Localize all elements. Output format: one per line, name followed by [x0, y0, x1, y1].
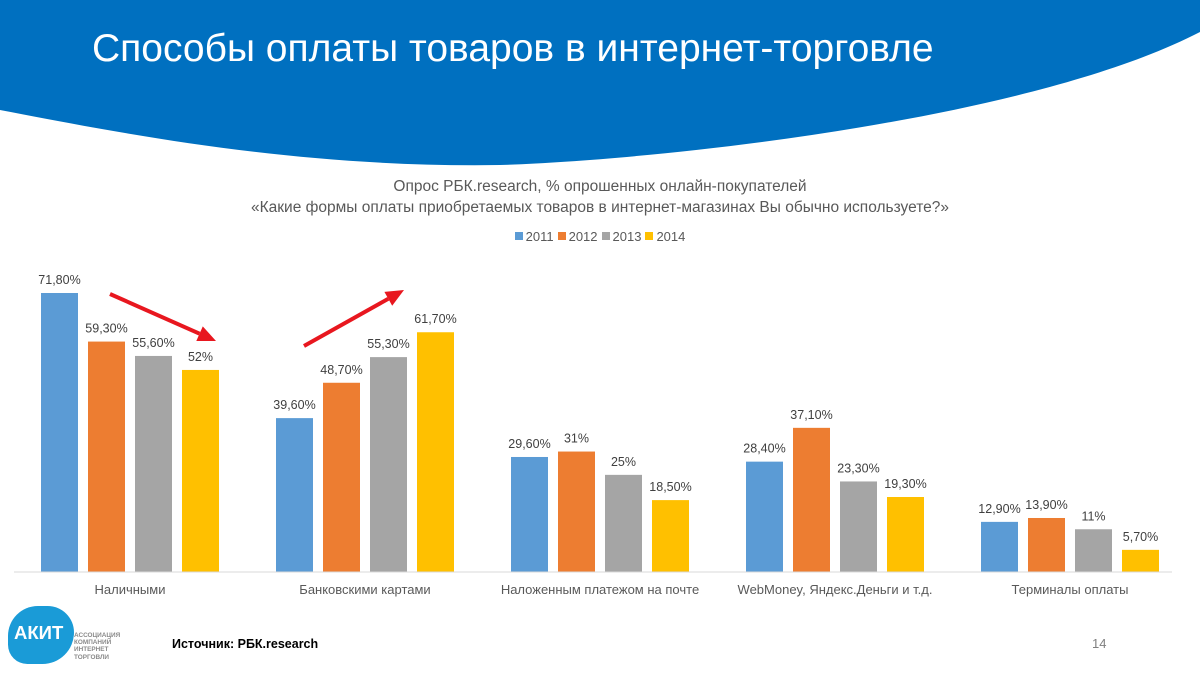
- data-label: 61,70%: [414, 312, 456, 326]
- bar: [652, 500, 689, 572]
- logo-caption-line: КОМПАНИЙ: [74, 639, 112, 647]
- bar: [417, 332, 454, 572]
- logo-mark: АКИТ: [14, 622, 64, 643]
- data-label: 28,40%: [743, 442, 785, 456]
- source-note: Источник: РБК.research: [172, 637, 319, 651]
- legend-item: 2013: [601, 229, 642, 244]
- legend-label: 2014: [656, 229, 686, 244]
- bar: [1028, 517, 1065, 572]
- bar: [887, 497, 924, 572]
- legend-label: 2013: [612, 229, 642, 244]
- legend-item: 2014: [645, 229, 685, 244]
- chart-subtitle-line1: Опрос РБК.research, % опрошенных онлайн-…: [393, 178, 807, 195]
- arrow-head: [196, 326, 216, 342]
- bar: [840, 481, 877, 572]
- arrow-head: [384, 290, 404, 306]
- data-label: 31%: [564, 432, 589, 446]
- legend-label: 2012: [568, 229, 598, 244]
- legend-swatch: [514, 232, 523, 240]
- legend-label: 2011: [525, 229, 554, 244]
- trend-arrow: [109, 292, 216, 342]
- bar: [370, 357, 407, 572]
- legend-swatch: [601, 232, 610, 240]
- data-label: 39,60%: [273, 398, 315, 412]
- logo-caption: АССОЦИАЦИЯ КОМПАНИЙ ИНТЕРНЕТ ТОРГОВЛИ: [74, 632, 120, 661]
- legend-swatch: [557, 232, 566, 240]
- data-label: 59,30%: [85, 322, 127, 336]
- bar: [558, 451, 595, 572]
- page-title: Способы оплаты товаров в интернет-торгов…: [92, 27, 934, 70]
- arrow-shaft: [109, 292, 201, 336]
- data-label: 37,10%: [790, 408, 832, 422]
- bar: [323, 382, 360, 572]
- header-blue-shape: [0, 0, 1200, 166]
- data-label: 25%: [611, 455, 636, 469]
- data-label: 5,70%: [1123, 530, 1158, 544]
- logo-caption-line: ТОРГОВЛИ: [74, 653, 110, 661]
- chart-subtitle-line2: «Какие формы оплаты приобретаемых товаро…: [250, 199, 949, 216]
- bar: [135, 355, 172, 572]
- bar: [605, 474, 642, 572]
- page-number: 14: [1092, 636, 1107, 651]
- data-label: 23,30%: [837, 461, 879, 475]
- trend-arrow: [303, 290, 404, 348]
- logo-caption-line: ИНТЕРНЕТ: [74, 646, 109, 654]
- data-label: 29,60%: [508, 437, 550, 451]
- data-label: 52%: [188, 350, 213, 364]
- bar: [511, 456, 548, 572]
- data-label: 11%: [1081, 509, 1105, 523]
- akit-logo: АКИТ АССОЦИАЦИЯ КОМПАНИЙ ИНТЕРНЕТ ТОРГОВ…: [8, 606, 128, 666]
- bar: [981, 521, 1018, 572]
- data-label: 55,60%: [132, 336, 174, 350]
- bar: [746, 461, 783, 572]
- category-label: Терминалы оплаты: [1012, 582, 1129, 597]
- legend-item: 2012: [557, 229, 598, 244]
- data-label: 71,80%: [38, 273, 80, 287]
- legend-swatch: [645, 232, 654, 240]
- logo-caption-line: АССОЦИАЦИЯ: [74, 632, 121, 639]
- arrow-shaft: [303, 297, 390, 348]
- legend-item: 2011: [514, 229, 554, 244]
- bar: [1122, 549, 1159, 572]
- bar: [793, 427, 830, 572]
- data-label: 13,90%: [1025, 498, 1067, 512]
- data-label: 48,70%: [320, 363, 362, 377]
- category-label: Наличными: [95, 582, 166, 597]
- category-label: Банковскими картами: [299, 582, 430, 597]
- category-label: Наложенным платежом на почте: [501, 582, 699, 597]
- bar: [276, 418, 313, 572]
- data-label: 18,50%: [649, 480, 691, 494]
- data-label: 55,30%: [367, 337, 409, 351]
- labels-layer: 71,80% 59,30% 55,60% 52% Наличными 39,60% 48,7…: [38, 273, 1158, 597]
- bar: [1075, 529, 1112, 572]
- category-label: WebMoney, Яндекс.Деньги и т.д.: [738, 582, 933, 597]
- bar: [41, 293, 78, 572]
- chart-legend: 2011 2012 2013 2014: [0, 229, 1200, 244]
- arrows-layer: [109, 290, 404, 348]
- bar: [88, 341, 125, 572]
- bars-layer: [41, 293, 1159, 572]
- bar: [182, 369, 219, 572]
- data-label: 12,90%: [978, 502, 1020, 516]
- logo-blob: [8, 606, 74, 664]
- data-label: 19,30%: [884, 477, 926, 491]
